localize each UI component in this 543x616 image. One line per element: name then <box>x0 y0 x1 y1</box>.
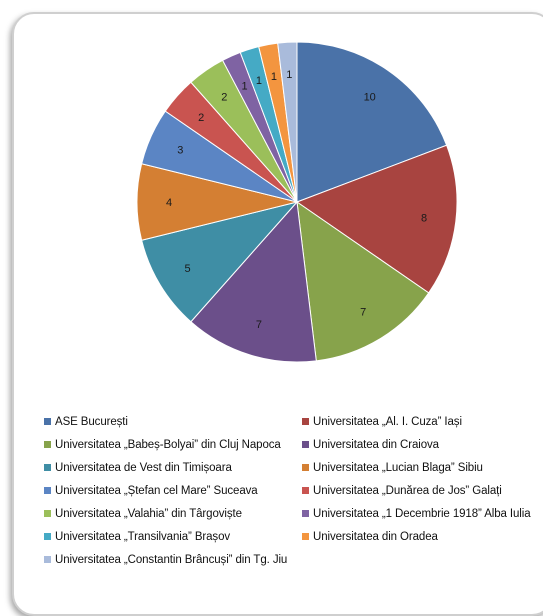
legend-swatch <box>302 487 309 494</box>
legend-label: Universitatea „Lucian Blaga” Sibiu <box>313 461 483 474</box>
slice-data-label: 7 <box>360 307 366 319</box>
legend-item: Universitatea „Babeș-Bolyai” din Cluj Na… <box>44 436 302 453</box>
slice-data-label: 8 <box>421 212 427 224</box>
legend-label: Universitatea „Transilvania” Brașov <box>55 530 231 543</box>
legend-swatch <box>44 533 51 540</box>
legend-item: Universitatea „1 Decembrie 1918” Alba Iu… <box>302 505 543 522</box>
legend-swatch <box>302 418 309 425</box>
legend-swatch <box>44 418 51 425</box>
pie-slice <box>190 200 317 363</box>
slice-data-label: 7 <box>256 319 262 331</box>
legend-swatch <box>302 441 309 448</box>
legend: ASE București Universitatea „Al. I. Cuza”… <box>44 413 543 568</box>
legend-swatch <box>302 533 309 540</box>
legend-item: ASE București <box>44 413 302 430</box>
legend-item: Universitatea „Lucian Blaga” Sibiu <box>302 459 543 476</box>
legend-swatch <box>44 510 51 517</box>
legend-item: Universitatea „Transilvania” Brașov <box>44 528 302 545</box>
pie-slice <box>296 41 448 203</box>
legend-label: ASE București <box>55 415 128 428</box>
legend-swatch <box>302 510 309 517</box>
slice-data-label: 10 <box>364 92 376 104</box>
legend-swatch <box>44 464 51 471</box>
pie-slice <box>141 201 299 323</box>
legend-label: Universitatea „Babeș-Bolyai” din Cluj Na… <box>55 438 281 451</box>
slice-data-label: 1 <box>286 69 292 81</box>
slice-data-label: 1 <box>241 80 247 92</box>
slice-data-label: 2 <box>198 112 204 124</box>
legend-label: Universitatea „Constantin Brâncuși” din … <box>55 553 288 566</box>
legend-label: Universitatea din Oradea <box>313 530 438 543</box>
legend-item: Universitatea „Dunărea de Jos” Galați <box>302 482 543 499</box>
legend-item: Universitatea din Craiova <box>302 436 543 453</box>
legend-item: Universitatea „Valahia” din Târgoviște <box>44 505 302 522</box>
legend-item: Universitatea de Vest din Timișoara <box>44 459 302 476</box>
legend-item: Universitatea „Al. I. Cuza” Iași <box>302 413 543 430</box>
pie-slice <box>277 41 298 203</box>
legend-label: Universitatea „Al. I. Cuza” Iași <box>313 415 462 428</box>
legend-label: Universitatea „1 Decembrie 1918” Alba Iu… <box>313 507 531 520</box>
pie-slice <box>296 200 430 362</box>
slice-data-label: 2 <box>221 92 227 104</box>
legend-label: Universitatea „Ștefan cel Mare” Suceava <box>55 484 258 497</box>
legend-swatch <box>302 464 309 471</box>
legend-label: Universitatea din Craiova <box>313 438 439 451</box>
legend-swatch <box>44 441 51 448</box>
pie-slice <box>295 144 458 294</box>
legend-label: Universitatea de Vest din Timișoara <box>55 461 232 474</box>
slice-data-label: 1 <box>256 75 262 87</box>
legend-swatch <box>44 487 51 494</box>
legend-swatch <box>44 556 51 563</box>
slice-data-label: 4 <box>166 197 172 209</box>
legend-label: Universitatea „Dunărea de Jos” Galați <box>313 484 502 497</box>
legend-label: Universitatea „Valahia” din Târgoviște <box>55 507 242 520</box>
legend-item: Universitatea „Constantin Brâncuși” din … <box>44 551 302 568</box>
slice-data-label: 5 <box>184 263 190 275</box>
legend-item: Universitatea din Oradea <box>302 528 543 545</box>
slice-data-label: 1 <box>271 71 277 83</box>
slice-data-label: 3 <box>177 145 183 157</box>
legend-item: Universitatea „Ștefan cel Mare” Suceava <box>44 482 302 499</box>
